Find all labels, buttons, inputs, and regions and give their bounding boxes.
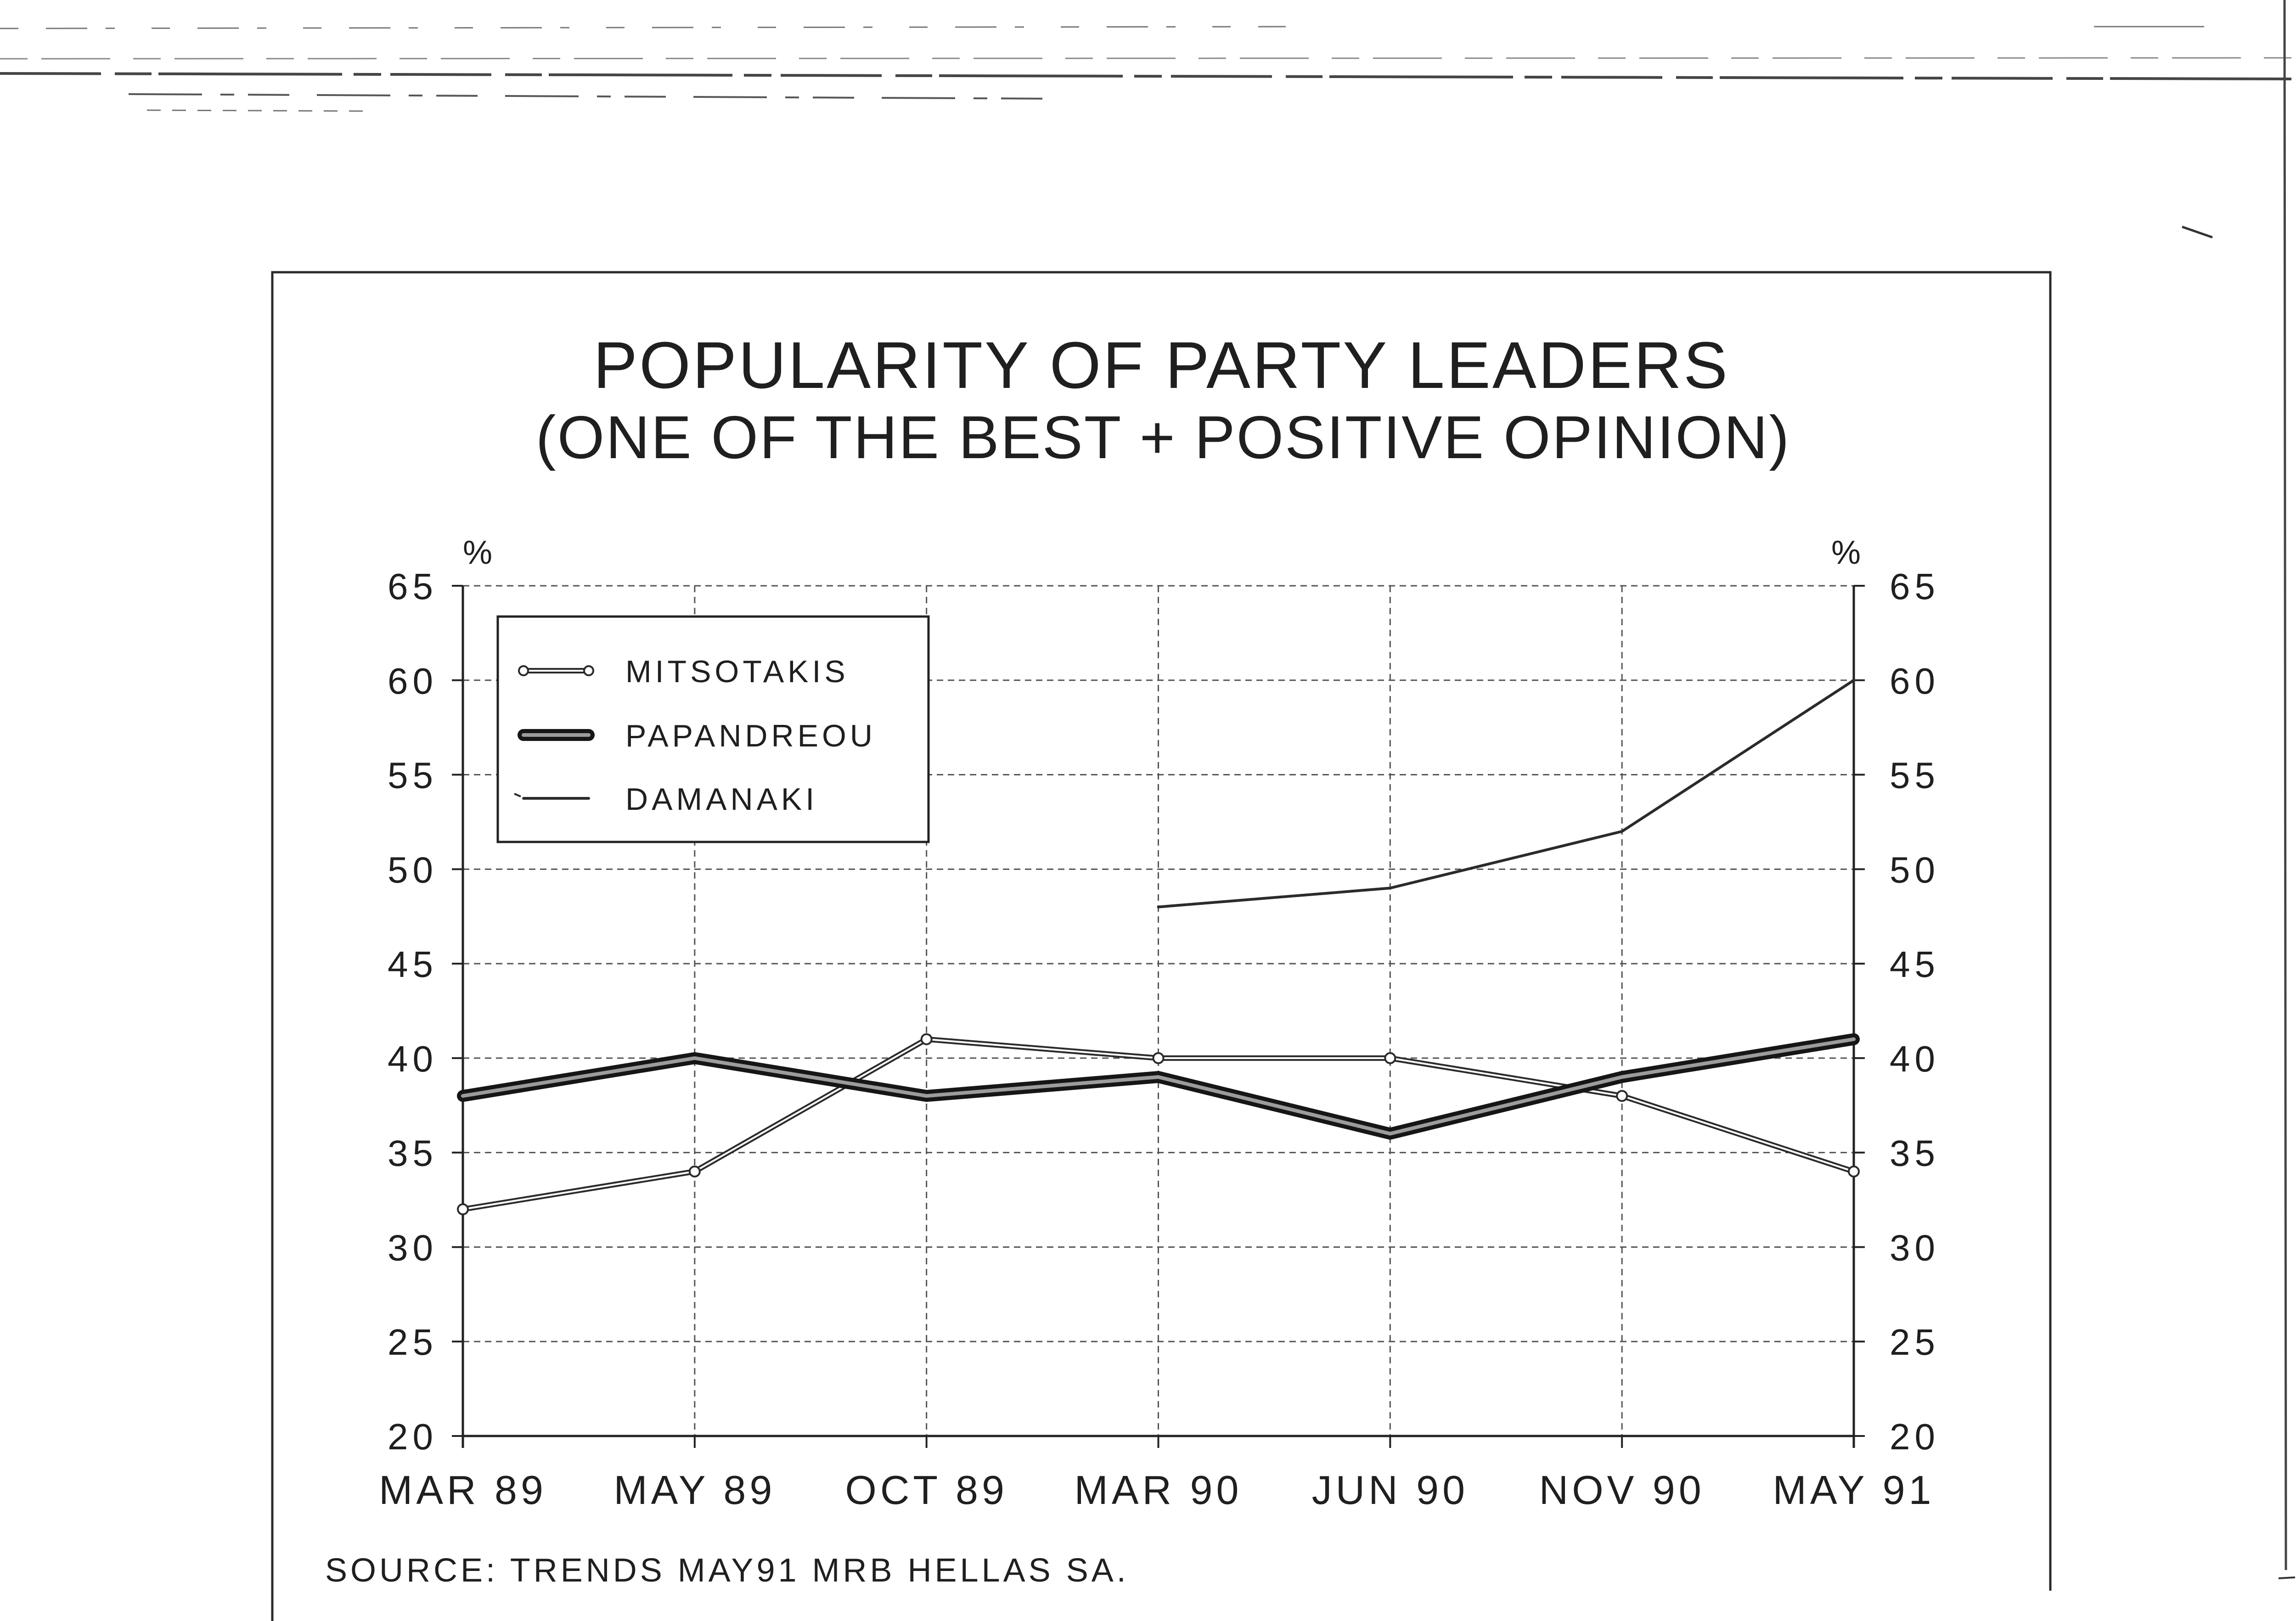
legend-marker [583, 665, 594, 676]
y-axis-label-left: % [463, 534, 492, 571]
data-point [1152, 1052, 1165, 1064]
y-tick-label-left: 30 [388, 1227, 438, 1268]
x-tick-label: MAY 91 [1773, 1467, 1935, 1513]
data-point [457, 1203, 469, 1216]
x-tick-label: MAR 90 [1075, 1467, 1243, 1513]
y-tick-label-right: 30 [1890, 1227, 1940, 1268]
y-tick-label-right: 45 [1890, 944, 1940, 985]
scan-noise-mark [2182, 225, 2213, 239]
legend-marker [518, 665, 529, 676]
y-tick-label-left: 20 [388, 1416, 438, 1457]
page-edge-line [2283, 0, 2287, 1571]
data-point [920, 1033, 933, 1045]
series-mitsotakis [457, 1033, 1860, 1216]
legend-item: MITSOTAKIS [518, 654, 849, 689]
chart-title: POPULARITY OF PARTY LEADERS [593, 328, 1729, 402]
y-tick-label-right: 35 [1890, 1133, 1940, 1174]
x-tick-label: MAR 89 [379, 1467, 547, 1513]
y-tick-label-right: 25 [1890, 1322, 1940, 1363]
data-point [1848, 1165, 1860, 1178]
y-tick-label-right: 55 [1890, 755, 1940, 796]
y-axis-label-right: % [1831, 534, 1861, 571]
series-line [1157, 679, 1855, 909]
chart-frame [271, 271, 2052, 1621]
series-papandreou [457, 1033, 1860, 1140]
legend-label: MITSOTAKIS [625, 654, 849, 689]
y-tick-label-left: 35 [388, 1133, 438, 1174]
legend-label: PAPANDREOU [625, 718, 876, 753]
y-tick-label-right: 50 [1890, 849, 1940, 890]
x-tick-label: MAY 89 [613, 1467, 776, 1513]
y-tick-label-left: 40 [388, 1038, 438, 1079]
scan-noise-line [0, 57, 2292, 60]
data-point [1616, 1090, 1628, 1102]
x-tick-label: OCT 89 [845, 1467, 1008, 1513]
legend-label: DAMANAKI [625, 782, 818, 817]
scan-artifacts [0, 0, 2296, 1579]
y-tick-label-right: 40 [1890, 1038, 1940, 1079]
source-note: SOURCE: TRENDS MAY91 MRB HELLAS SA. [325, 1552, 1129, 1589]
x-tick-label: NOV 90 [1539, 1467, 1705, 1513]
y-tick-label-left: 50 [388, 849, 438, 890]
y-tick-label-left: 25 [388, 1322, 438, 1363]
scan-noise-line [128, 93, 1057, 100]
y-tick-label-left: 55 [388, 755, 438, 796]
scan-noise-line [0, 26, 1286, 29]
axes: 20 20 25 25 30 30 35 35 40 40 45 45 50 50 55 55 60 60 65 65… [379, 566, 1940, 1513]
plot-area: 20 20 25 25 30 30 35 35 40 40 45 45 50 50 55 55 60 60 65 65… [379, 566, 1940, 1513]
y-tick-label-left: 65 [388, 566, 438, 607]
y-tick-label-right: 60 [1890, 661, 1940, 701]
y-tick-label-left: 60 [388, 661, 438, 701]
series-line-core [461, 1037, 1856, 1136]
scan-noise-line [146, 109, 368, 112]
y-tick-label-right: 20 [1890, 1416, 1940, 1457]
series-damanaki [1157, 679, 1855, 909]
data-point [688, 1165, 701, 1178]
x-tick-label: JUN 90 [1312, 1467, 1469, 1513]
y-tick-label-left: 45 [388, 944, 438, 985]
scan-noise-mark [2278, 1576, 2296, 1579]
scan-noise-line [0, 72, 2292, 80]
legend-item: DAMANAKI [514, 782, 818, 817]
data-point [1384, 1052, 1396, 1064]
chart-subtitle: (ONE OF THE BEST + POSITIVE OPINION) [536, 404, 1791, 471]
legend-item: PAPANDREOU [518, 718, 876, 753]
legend: MITSOTAKIS PAPANDREOU DAMANAKI [496, 615, 930, 843]
y-tick-label-right: 65 [1890, 566, 1940, 607]
legend-marker [514, 793, 521, 797]
